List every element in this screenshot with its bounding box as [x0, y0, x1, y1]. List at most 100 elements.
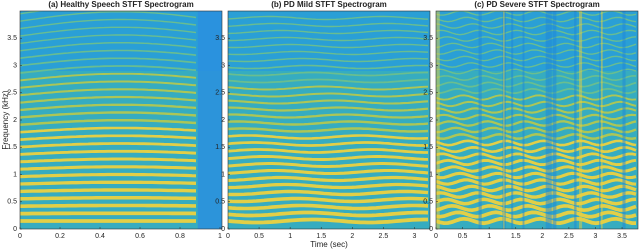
y-tick-label: 0	[221, 226, 225, 233]
y-tick-label: 1	[221, 171, 225, 178]
spectral-texture	[228, 99, 429, 105]
y-tick-label: 3	[13, 62, 17, 69]
x-tick-label: 1	[487, 233, 491, 240]
spectral-texture	[20, 95, 197, 104]
spectral-texture	[20, 172, 197, 179]
spectral-texture	[600, 11, 603, 229]
spectral-texture	[228, 210, 429, 218]
spectral-texture	[522, 11, 525, 229]
spectral-texture	[545, 11, 549, 229]
spectral-texture	[478, 11, 482, 229]
spectral-texture	[20, 196, 197, 201]
panel-title: (b) PD Mild STFT Spectrogram	[271, 0, 387, 9]
spectral-texture	[228, 217, 428, 225]
x-tick-label: 1	[218, 233, 222, 240]
spectral-texture	[20, 126, 197, 134]
spectral-texture	[20, 88, 197, 97]
spectral-texture	[228, 71, 428, 77]
spectral-texture	[228, 78, 429, 84]
spectral-texture	[228, 57, 429, 63]
panel-title: (a) Healthy Speech STFT Spectrogram	[48, 0, 193, 9]
spectral-texture	[20, 119, 197, 127]
y-tick-label: 2.5	[215, 90, 225, 97]
spectral-texture	[548, 11, 552, 229]
spectrogram-image	[228, 11, 430, 229]
spectral-texture	[228, 141, 429, 147]
spectral-texture	[20, 42, 197, 52]
spectral-texture	[20, 111, 197, 119]
y-tick-label: 0.5	[215, 199, 225, 206]
spectral-texture	[228, 36, 429, 42]
x-tick-label: 1.5	[511, 233, 521, 240]
y-tick-label: 0	[429, 226, 433, 233]
y-tick-label: 2	[221, 117, 225, 124]
spectral-texture	[578, 11, 583, 229]
x-tick-label: 0.2	[55, 233, 65, 240]
spectral-texture	[228, 64, 429, 70]
x-tick-label: 2	[540, 233, 544, 240]
spectral-texture	[20, 65, 197, 74]
spectral-texture	[228, 113, 429, 119]
x-tick-label: 0	[18, 233, 22, 240]
y-tick-label: 0.5	[423, 199, 433, 206]
spectral-texture	[228, 15, 429, 21]
y-tick-label: 0	[13, 226, 17, 233]
x-tick-label: 2	[350, 233, 354, 240]
spectral-texture	[228, 203, 429, 211]
spectral-texture	[20, 134, 197, 141]
spectral-texture	[20, 142, 197, 149]
spectral-texture	[228, 106, 429, 112]
spectrogram-image	[20, 11, 222, 229]
spectral-texture	[622, 11, 626, 229]
x-tick-label: 0.6	[135, 233, 145, 240]
y-tick-label: 0.5	[7, 199, 17, 206]
spectral-texture	[20, 11, 197, 22]
x-tick-label: 3	[413, 233, 417, 240]
x-tick-label: 0.8	[175, 233, 185, 240]
spectral-texture	[552, 11, 557, 229]
spectral-texture	[228, 134, 429, 140]
spectral-texture	[228, 189, 429, 197]
y-tick-label: 1	[13, 171, 17, 178]
y-tick-label: 1.5	[7, 144, 17, 151]
spectral-texture	[20, 57, 197, 67]
spectral-texture	[20, 165, 197, 171]
spectral-texture	[228, 155, 429, 161]
x-tick-label: 1.5	[316, 233, 326, 240]
x-tick-label: 0.5	[458, 233, 468, 240]
spectral-texture	[20, 72, 197, 82]
x-tick-label: 3.5	[617, 233, 627, 240]
x-tick-label: 1	[288, 233, 292, 240]
spectral-texture	[228, 196, 429, 204]
spectral-texture	[20, 157, 197, 164]
spectral-texture	[228, 92, 429, 98]
y-tick-label: 2.5	[7, 90, 17, 97]
y-tick-label: 3.5	[215, 35, 225, 42]
y-tick-label: 3	[429, 62, 433, 69]
y-tick-label: 2	[429, 117, 433, 124]
x-tick-label: 0.4	[95, 233, 105, 240]
spectral-texture	[574, 11, 577, 229]
panel-title: (c) PD Severe STFT Spectrogram	[474, 0, 599, 9]
x-tick-label: 2.5	[564, 233, 574, 240]
spectral-texture	[228, 182, 429, 190]
x-tick-label: 0.5	[254, 233, 264, 240]
x-tick-label: 0	[434, 233, 438, 240]
spectral-texture	[20, 34, 197, 45]
y-tick-label: 1	[429, 171, 433, 178]
y-tick-label: 3	[221, 62, 225, 69]
spectral-texture	[197, 11, 222, 229]
spectral-texture	[20, 49, 197, 59]
y-tick-label: 3.5	[7, 35, 17, 42]
spectral-texture	[599, 11, 601, 229]
spectral-texture	[228, 148, 428, 154]
spectral-texture	[20, 188, 196, 194]
y-tick-label: 1.5	[423, 144, 433, 151]
x-tick-label: 3	[594, 233, 598, 240]
y-axis-label: Frequency (kHz)	[1, 90, 10, 149]
spectral-texture	[228, 168, 429, 176]
spectral-texture	[228, 50, 429, 56]
spectral-texture	[503, 11, 505, 229]
spectral-texture	[228, 120, 429, 126]
